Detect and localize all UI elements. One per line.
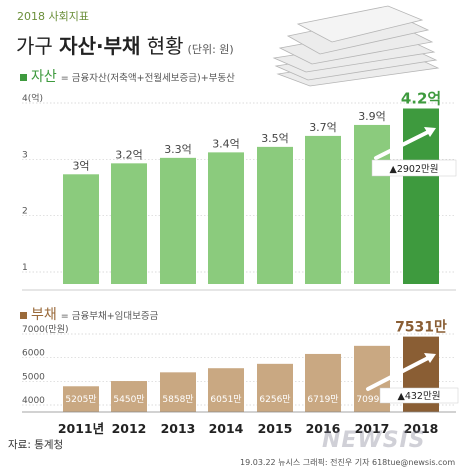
debt-bar xyxy=(257,363,293,412)
title-main: 자산·부채 xyxy=(59,34,141,58)
asset-bar xyxy=(257,146,293,284)
debt-bar xyxy=(111,381,147,412)
asset-value-label: 3.9억 xyxy=(358,110,386,123)
debt-bar xyxy=(208,368,244,412)
asset-bar xyxy=(305,135,341,284)
asset-tick-label: 2 xyxy=(22,207,28,217)
asset-section-header: 자산 = 금융자산(저축액+전월세보증금)+부동산 xyxy=(20,66,235,86)
debt-bar xyxy=(160,372,196,412)
asset-value-label: 3.2억 xyxy=(115,148,143,161)
x-category-label: 2017 xyxy=(355,421,390,436)
debt-square-icon xyxy=(20,311,27,319)
debt-value-label: 5450만 xyxy=(113,394,144,405)
debt-value-label: 6719만 xyxy=(307,394,338,405)
asset-bar xyxy=(111,163,147,284)
asset-tick-label: 4(억) xyxy=(22,92,43,104)
title-unit: (단위: 원) xyxy=(187,43,234,56)
debt-value-label: 5205만 xyxy=(65,394,96,405)
x-category-label: 2012 xyxy=(112,421,147,436)
asset-tick-label: 3 xyxy=(22,150,28,160)
debt-tick-label: 4000 xyxy=(22,396,45,406)
debt-tick-label: 7000(만원) xyxy=(22,324,69,335)
debt-bar xyxy=(305,353,341,412)
asset-bar xyxy=(208,152,244,284)
asset-value-label: 3억 xyxy=(72,159,89,172)
asset-change-arrow xyxy=(374,129,432,160)
debt-bar xyxy=(63,386,99,412)
debt-change-badge xyxy=(379,387,459,404)
x-category-label: 2015 xyxy=(258,421,293,436)
asset-section-desc: = 금융자산(저축액+전월세보증금)+부동산 xyxy=(60,73,235,84)
source-note: 자료: 통계청 xyxy=(8,439,64,451)
x-category-label: 2013 xyxy=(161,421,196,436)
x-category-label: 2018 xyxy=(404,421,439,436)
debt-value-label: 7099만 xyxy=(356,394,387,405)
asset-bar xyxy=(63,174,99,284)
debt-change-arrowhead xyxy=(424,353,436,363)
asset-value-label: 3.5억 xyxy=(261,132,289,145)
debt-value-label: 7531만 xyxy=(395,320,447,336)
watermark: NEWSIS xyxy=(322,428,426,453)
asset-bar xyxy=(160,157,196,284)
debt-section-desc: = 금융부채+임대보증금 xyxy=(60,311,159,322)
header-tag: 2018 사회지표 xyxy=(17,10,89,23)
asset-change-arrowhead xyxy=(424,127,436,137)
asset-section-label: 자산 xyxy=(31,69,57,85)
debt-tick-label: 6000 xyxy=(22,349,45,359)
page-title: 가구 자산·부채 현황 (단위: 원) xyxy=(16,30,234,59)
debt-change-arrow xyxy=(366,355,432,391)
asset-value-label: 4.2억 xyxy=(401,89,441,107)
asset-bar xyxy=(354,124,390,284)
asset-square-icon xyxy=(20,73,27,81)
debt-tick-label: 5000 xyxy=(22,372,45,382)
debt-section-header: 부채 = 금융부채+임대보증금 xyxy=(20,304,158,324)
credit-line: 19.03.22 뉴시스 그래픽: 전진우 기자 618tue@newsis.c… xyxy=(240,458,456,467)
debt-change-label: ▲432만원 xyxy=(398,391,441,402)
asset-change-label: ▲2902만원 xyxy=(390,164,439,175)
asset-value-label: 3.4억 xyxy=(212,137,240,150)
money-stack-illustration xyxy=(272,5,440,87)
asset-value-label: 3.7억 xyxy=(309,121,337,134)
x-category-label: 2011년 xyxy=(58,421,104,436)
asset-bar xyxy=(403,108,439,284)
title-prefix: 가구 xyxy=(16,34,60,58)
asset-value-label: 3.3억 xyxy=(164,143,192,156)
asset-change-badge xyxy=(371,159,457,177)
x-category-label: 2016 xyxy=(306,421,341,436)
debt-value-label: 5858만 xyxy=(162,394,193,405)
x-category-label: 2014 xyxy=(209,421,244,436)
debt-section-label: 부채 xyxy=(31,307,57,323)
asset-tick-label: 1 xyxy=(22,263,28,273)
title-suffix: 현황 xyxy=(140,34,184,58)
debt-value-label: 6051만 xyxy=(210,394,241,405)
debt-value-label: 6256만 xyxy=(259,394,290,405)
